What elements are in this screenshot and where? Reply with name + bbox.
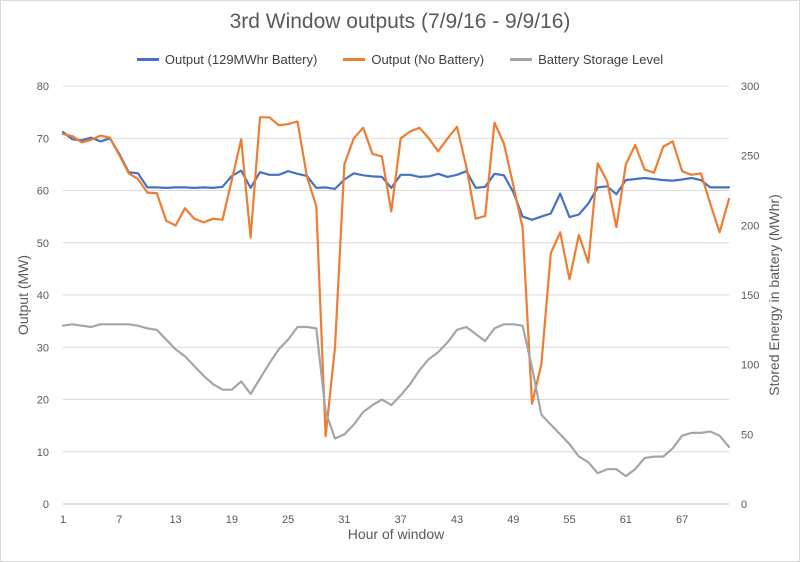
legend-item-no-battery-output: Output (No Battery) xyxy=(343,52,484,67)
x-tick-label: 7 xyxy=(116,514,122,526)
legend-item-storage-level: Battery Storage Level xyxy=(510,52,663,67)
series-line-3 xyxy=(61,323,731,478)
legend-label-storage-level: Battery Storage Level xyxy=(538,52,664,67)
gridlines xyxy=(63,85,729,505)
y-tick-label: 20 xyxy=(37,395,49,407)
y2-axis-ticks: 0 50 100 150 200 250 300 xyxy=(741,81,759,511)
legend-label-battery-output: Output (129MWhr Battery) xyxy=(164,52,318,67)
legend-swatch-battery-output xyxy=(136,58,159,61)
legend-label-no-battery-output: Output (No Battery) xyxy=(371,52,485,67)
x-axis-ticks: 1 7 13 19 25 31 37 43 49 55 61 67 xyxy=(60,514,688,526)
y-tick-label: 30 xyxy=(37,342,49,354)
y2-axis-title: Stored Energy in battery (MWhr) xyxy=(766,194,782,396)
x-axis-title: Hour of window xyxy=(348,526,445,542)
y2-tick-label: 100 xyxy=(741,360,759,372)
y-axis-ticks: 0 10 20 30 40 50 60 70 80 xyxy=(37,81,49,511)
y2-tick-label: 300 xyxy=(741,81,759,93)
y-tick-label: 10 xyxy=(37,447,49,459)
x-tick-label: 25 xyxy=(282,514,294,526)
y-tick-label: 70 xyxy=(37,133,49,145)
legend-item-battery-output: Output (129MWhr Battery) xyxy=(136,52,318,67)
x-tick-label: 55 xyxy=(563,514,575,526)
x-tick-label: 1 xyxy=(60,514,66,526)
x-tick-label: 19 xyxy=(226,514,238,526)
legend-swatch-no-battery-output xyxy=(343,58,366,61)
x-tick-label: 31 xyxy=(338,514,350,526)
x-tick-label: 13 xyxy=(169,514,181,526)
chart-title: 3rd Window outputs (7/9/16 - 9/9/16) xyxy=(229,10,571,33)
y-tick-label: 60 xyxy=(37,186,49,198)
y2-tick-label: 0 xyxy=(741,499,747,511)
y-tick-label: 40 xyxy=(37,290,49,302)
x-tick-label: 43 xyxy=(451,514,463,526)
y-tick-label: 50 xyxy=(37,238,49,250)
y2-tick-label: 50 xyxy=(741,429,753,441)
x-tick-label: 49 xyxy=(507,514,519,526)
series-line-2 xyxy=(61,116,731,438)
legend-swatch-storage-level xyxy=(510,58,533,61)
series-lines xyxy=(61,116,731,478)
y2-tick-label: 150 xyxy=(741,290,759,302)
x-tick-label: 37 xyxy=(395,514,407,526)
x-tick-label: 61 xyxy=(620,514,632,526)
x-tick-label: 67 xyxy=(676,514,688,526)
y2-tick-label: 200 xyxy=(741,220,759,232)
y-axis-title: Output (MW) xyxy=(15,255,31,335)
y-tick-label: 80 xyxy=(37,81,49,93)
y2-tick-label: 250 xyxy=(741,151,759,163)
legend: Output (129MWhr Battery) Output (No Batt… xyxy=(0,52,800,67)
y-tick-label: 0 xyxy=(43,499,49,511)
